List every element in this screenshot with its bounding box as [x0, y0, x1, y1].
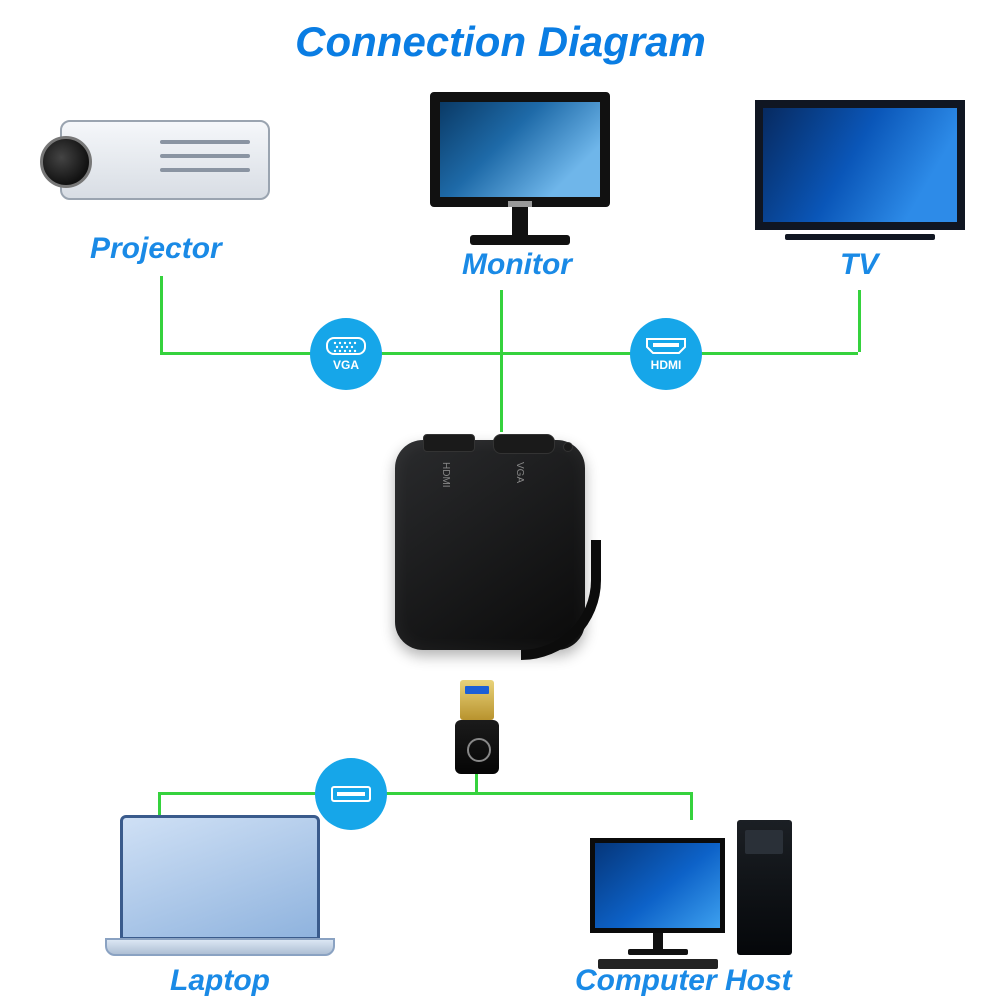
- vga-connector-icon: VGA: [310, 318, 382, 390]
- device-computer-host: [590, 820, 792, 974]
- label-projector: Projector: [90, 232, 222, 266]
- label-laptop: Laptop: [170, 964, 270, 998]
- page-title: Connection Diagram: [0, 18, 1001, 66]
- adapter-hub: HDMI VGA: [395, 440, 585, 650]
- label-monitor: Monitor: [462, 248, 572, 282]
- label-computer-host: Computer Host: [575, 964, 792, 998]
- hub-port-vga-label: VGA: [514, 462, 525, 483]
- hub-cable: [521, 540, 601, 660]
- hub-port-hdmi-label: HDMI: [440, 462, 451, 488]
- device-projector: [60, 120, 270, 200]
- hdmi-connector-icon: HDMI: [630, 318, 702, 390]
- hdmi-label-text: HDMI: [651, 358, 682, 372]
- vga-label-text: VGA: [333, 358, 359, 372]
- device-monitor: [430, 92, 610, 245]
- device-tv: [755, 100, 965, 240]
- device-laptop: [120, 815, 320, 956]
- label-tv: TV: [840, 248, 878, 282]
- usb-plug: [455, 680, 499, 770]
- usb-connector-icon: [315, 758, 387, 830]
